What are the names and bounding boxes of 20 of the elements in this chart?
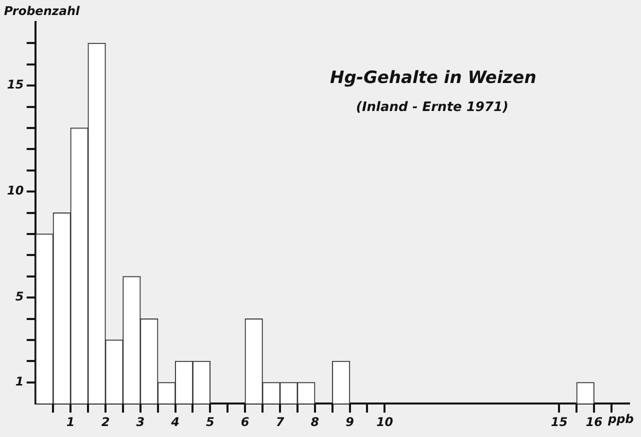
x-tick-label: 8 [310, 414, 320, 429]
x-tick-label: 6 [240, 414, 250, 429]
y-tick-label: 10 [6, 184, 24, 198]
y-tick-label: 1 [15, 374, 24, 389]
x-tick-label: 3 [136, 414, 145, 429]
x-tick-label: 4 [170, 414, 180, 429]
y-tick-label: 5 [15, 290, 24, 304]
x-tick-label: 9 [346, 414, 354, 429]
x-axis-title: ppb [608, 412, 634, 426]
x-tick-label: 1 [66, 414, 75, 429]
text: (Inland - Ernte 1971) [356, 100, 508, 115]
x-tick-label: 15 [550, 414, 568, 429]
x-tick-label: 16 [586, 414, 602, 429]
y-tick-label: 15 [6, 78, 24, 92]
x-tick-label: 5 [206, 414, 214, 429]
y-axis-title: Probenzahl [4, 4, 80, 18]
x-tick-label: 2 [101, 414, 110, 429]
x-tick-label: 7 [276, 414, 285, 429]
x-tick-label: 10 [376, 414, 394, 429]
text: Hg-Gehalte in Weizen [330, 68, 536, 88]
